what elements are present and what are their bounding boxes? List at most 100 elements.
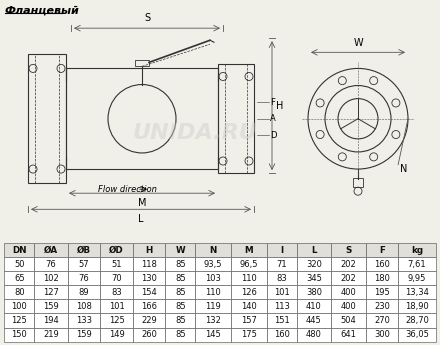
Bar <box>398 299 436 314</box>
Text: H: H <box>276 101 283 111</box>
Text: 140: 140 <box>241 302 257 311</box>
Bar <box>165 299 195 314</box>
Bar <box>366 285 398 299</box>
Text: 65: 65 <box>14 274 25 283</box>
Bar <box>366 327 398 342</box>
Bar <box>195 299 231 314</box>
Bar <box>100 327 133 342</box>
Text: 110: 110 <box>241 274 257 283</box>
Bar <box>195 327 231 342</box>
Bar <box>165 285 195 299</box>
Bar <box>331 243 366 257</box>
Text: L: L <box>138 214 144 224</box>
Text: 126: 126 <box>241 288 257 297</box>
Bar <box>331 285 366 299</box>
Text: F: F <box>270 98 275 107</box>
Bar <box>133 285 165 299</box>
Text: 202: 202 <box>341 260 356 269</box>
Text: N: N <box>400 164 407 174</box>
Bar <box>4 327 34 342</box>
Text: N: N <box>209 246 216 255</box>
Text: 57: 57 <box>79 260 89 269</box>
Text: 410: 410 <box>306 302 322 311</box>
Bar <box>398 257 436 271</box>
Bar <box>165 314 195 327</box>
Text: 270: 270 <box>374 316 390 325</box>
Text: 504: 504 <box>341 316 356 325</box>
Bar <box>366 243 398 257</box>
Text: 151: 151 <box>274 316 290 325</box>
Text: 85: 85 <box>175 316 186 325</box>
Text: 36,05: 36,05 <box>405 330 429 339</box>
Bar <box>195 285 231 299</box>
Bar <box>100 299 133 314</box>
Text: 166: 166 <box>141 302 157 311</box>
Bar <box>68 271 100 285</box>
Bar <box>231 327 267 342</box>
Text: 202: 202 <box>341 274 356 283</box>
Bar <box>398 314 436 327</box>
Text: 400: 400 <box>341 288 356 297</box>
Bar <box>231 271 267 285</box>
Bar <box>398 271 436 285</box>
Bar <box>267 271 297 285</box>
Text: 28,70: 28,70 <box>405 316 429 325</box>
Bar <box>331 327 366 342</box>
Bar <box>398 243 436 257</box>
Text: 154: 154 <box>141 288 157 297</box>
Bar <box>297 271 331 285</box>
Text: 101: 101 <box>274 288 290 297</box>
Text: S: S <box>144 13 150 23</box>
Bar <box>267 285 297 299</box>
Text: A: A <box>270 114 276 123</box>
Text: M: M <box>245 246 253 255</box>
Bar <box>231 243 267 257</box>
Text: Фланцевый: Фланцевый <box>5 5 80 15</box>
Text: 18,90: 18,90 <box>405 302 429 311</box>
Bar <box>28 54 66 183</box>
Bar <box>297 257 331 271</box>
Text: 108: 108 <box>76 302 92 311</box>
Bar <box>68 327 100 342</box>
Bar <box>165 257 195 271</box>
Bar <box>133 271 165 285</box>
Bar <box>133 327 165 342</box>
Bar <box>165 243 195 257</box>
Bar <box>133 314 165 327</box>
Text: 219: 219 <box>43 330 59 339</box>
Bar <box>267 299 297 314</box>
Bar <box>398 327 436 342</box>
Text: 9,95: 9,95 <box>408 274 426 283</box>
Text: 85: 85 <box>175 288 186 297</box>
Text: 76: 76 <box>45 260 56 269</box>
Text: 50: 50 <box>14 260 25 269</box>
Text: H: H <box>146 246 153 255</box>
Bar <box>231 299 267 314</box>
Text: 71: 71 <box>276 260 287 269</box>
Bar <box>366 271 398 285</box>
Text: 125: 125 <box>109 316 125 325</box>
Bar <box>34 327 68 342</box>
Bar <box>231 314 267 327</box>
Bar <box>297 327 331 342</box>
Bar <box>100 285 133 299</box>
Bar <box>133 257 165 271</box>
Bar <box>34 314 68 327</box>
Bar <box>165 271 195 285</box>
Text: 320: 320 <box>306 260 322 269</box>
Bar <box>331 257 366 271</box>
Text: 133: 133 <box>76 316 92 325</box>
Text: 76: 76 <box>79 274 89 283</box>
Text: 157: 157 <box>241 316 257 325</box>
Bar <box>267 327 297 342</box>
Bar <box>331 299 366 314</box>
Bar <box>34 285 68 299</box>
Bar <box>366 314 398 327</box>
Text: 159: 159 <box>76 330 92 339</box>
Text: L: L <box>311 246 317 255</box>
Bar <box>68 299 100 314</box>
Text: W: W <box>176 246 185 255</box>
Text: 159: 159 <box>43 302 59 311</box>
Text: 180: 180 <box>374 274 390 283</box>
Text: 260: 260 <box>141 330 157 339</box>
